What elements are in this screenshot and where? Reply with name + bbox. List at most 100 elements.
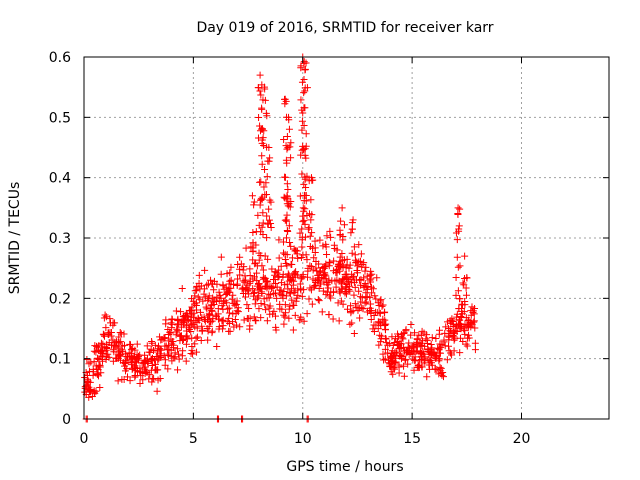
data-point xyxy=(346,261,354,269)
data-point xyxy=(303,310,311,318)
data-point xyxy=(246,265,254,273)
data-point xyxy=(273,294,281,302)
data-point xyxy=(298,243,306,251)
data-point xyxy=(266,302,274,310)
data-point xyxy=(154,345,162,353)
data-point xyxy=(263,317,271,325)
chart-title: Day 019 of 2016, SRMTID for receiver kar… xyxy=(196,20,493,36)
data-point xyxy=(84,377,92,385)
data-point xyxy=(249,228,257,236)
data-point xyxy=(386,340,394,348)
data-point xyxy=(249,275,257,283)
data-point xyxy=(303,84,311,92)
data-point xyxy=(471,346,479,354)
y-tick-label: 0.6 xyxy=(49,50,71,66)
data-point xyxy=(261,301,269,309)
data-point xyxy=(285,271,293,279)
data-point xyxy=(120,341,128,349)
data-point xyxy=(376,297,384,305)
data-point xyxy=(313,267,321,275)
data-point xyxy=(433,352,441,360)
data-point xyxy=(280,136,288,144)
data-point xyxy=(263,234,271,242)
data-point xyxy=(259,266,267,274)
data-point xyxy=(187,350,195,358)
data-point xyxy=(377,322,385,330)
data-point xyxy=(299,204,307,212)
data-point xyxy=(148,361,156,369)
data-point xyxy=(453,313,461,321)
data-point xyxy=(381,316,389,324)
data-point xyxy=(395,369,403,377)
data-point xyxy=(298,117,306,125)
data-point xyxy=(201,266,209,274)
data-point xyxy=(114,377,122,385)
data-point xyxy=(302,59,310,67)
data-point xyxy=(363,308,371,316)
axes xyxy=(83,56,610,420)
data-point xyxy=(167,335,175,343)
data-point xyxy=(120,376,128,384)
y-tick-label: 0 xyxy=(62,412,71,428)
data-point xyxy=(148,378,156,386)
data-point xyxy=(453,236,461,244)
data-point xyxy=(287,154,295,162)
data-point xyxy=(327,294,335,302)
data-point xyxy=(400,372,408,380)
data-point xyxy=(378,302,386,310)
data-point xyxy=(375,318,383,326)
data-point xyxy=(382,339,390,347)
data-point xyxy=(256,71,264,79)
data-point xyxy=(156,375,164,383)
data-point xyxy=(329,267,337,275)
data-point xyxy=(177,308,185,316)
data-point xyxy=(302,184,310,192)
data-point xyxy=(93,354,101,362)
data-point xyxy=(324,284,332,292)
data-point xyxy=(110,348,118,356)
data-point xyxy=(187,306,195,314)
data-point xyxy=(241,272,249,280)
data-point xyxy=(277,286,285,294)
data-point xyxy=(265,205,273,213)
data-point xyxy=(239,266,247,274)
data-point xyxy=(326,259,334,267)
data-point xyxy=(245,305,253,313)
data-point xyxy=(372,321,380,329)
y-tick-label: 0.4 xyxy=(49,171,71,187)
data-point xyxy=(259,231,267,239)
data-point xyxy=(249,285,257,293)
data-point xyxy=(362,289,370,297)
data-point xyxy=(373,309,381,317)
x-axis-label: GPS time / hours xyxy=(286,459,403,475)
data-point xyxy=(411,353,419,361)
data-point xyxy=(398,334,406,342)
data-point xyxy=(173,325,181,333)
data-point xyxy=(169,341,177,349)
data-point xyxy=(380,309,388,317)
data-point xyxy=(423,373,431,381)
data-point xyxy=(280,311,288,319)
data-point xyxy=(250,198,258,206)
data-point xyxy=(277,279,285,287)
data-point xyxy=(286,143,294,151)
data-point xyxy=(125,353,133,361)
data-point xyxy=(194,293,202,301)
data-point xyxy=(285,222,293,230)
data-point xyxy=(349,274,357,282)
data-point xyxy=(226,269,234,277)
data-point xyxy=(222,290,230,298)
data-point xyxy=(351,251,359,259)
data-point xyxy=(410,366,418,374)
data-point xyxy=(410,356,418,364)
data-point xyxy=(116,329,124,337)
data-point xyxy=(434,344,442,352)
data-point xyxy=(284,285,292,293)
data-point xyxy=(271,268,279,276)
data-point xyxy=(140,358,148,366)
data-point xyxy=(168,324,176,332)
data-point xyxy=(86,388,94,396)
data-point xyxy=(326,227,334,235)
data-point xyxy=(117,338,125,346)
data-point xyxy=(242,286,250,294)
